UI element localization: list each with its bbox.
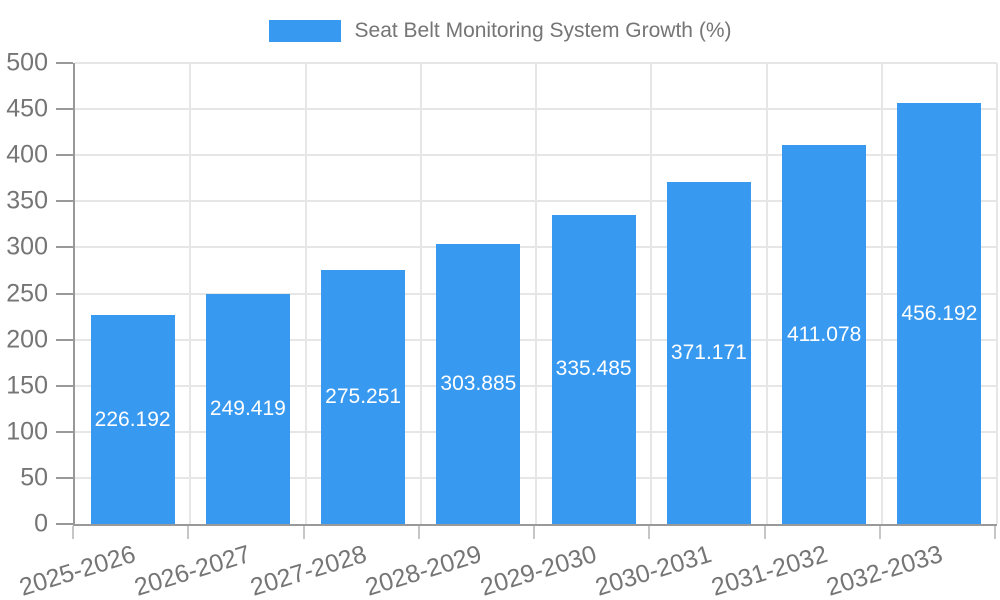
gridline-vertical xyxy=(304,63,307,524)
x-axis-category-label: 2031-2032 xyxy=(707,540,831,600)
bar-value-label: 226.192 xyxy=(94,407,171,431)
bar-2026-2027: 249.419 xyxy=(205,294,290,524)
gridline-vertical xyxy=(765,63,768,524)
y-axis-tick-label: 0 xyxy=(34,509,48,538)
bar-2028-2029: 303.885 xyxy=(436,243,521,524)
gridline-vertical xyxy=(650,63,653,524)
x-axis-category-label: 2029-2030 xyxy=(477,540,600,600)
legend-swatch xyxy=(268,20,341,42)
x-axis-category-label: 2027-2028 xyxy=(246,540,370,600)
x-axis-tick xyxy=(417,526,420,539)
bar-value-label: 456.192 xyxy=(901,301,978,325)
y-axis-tick-label: 450 xyxy=(6,94,48,123)
x-axis-category-label: 2030-2031 xyxy=(592,540,716,600)
y-axis-tick xyxy=(56,292,73,295)
bar-2025-2026: 226.192 xyxy=(90,315,175,524)
chart-legend: Seat Belt Monitoring System Growth (%) xyxy=(0,14,1000,48)
y-axis-tick-label: 300 xyxy=(6,232,48,261)
gridline-vertical xyxy=(535,63,537,524)
gridline-vertical xyxy=(880,63,883,524)
x-axis-tick xyxy=(533,526,535,539)
x-axis-tick xyxy=(763,526,766,539)
y-axis-tick-label: 50 xyxy=(20,463,48,492)
y-axis-tick xyxy=(56,246,73,249)
y-axis-tick xyxy=(56,200,73,203)
y-axis-tick-label: 150 xyxy=(6,371,48,400)
y-axis-tick xyxy=(56,430,73,433)
bar-2032-2033: 456.192 xyxy=(897,103,982,524)
y-axis-tick-label: 350 xyxy=(6,186,48,215)
y-axis-tick xyxy=(56,338,73,341)
y-axis-tick-label: 500 xyxy=(6,48,48,77)
bar-value-label: 371.171 xyxy=(670,340,747,364)
y-axis-tick xyxy=(56,108,73,111)
bar-2027-2028: 275.251 xyxy=(321,270,406,524)
y-axis-tick-label: 250 xyxy=(6,279,48,307)
y-axis-tick-label: 100 xyxy=(6,417,48,446)
x-axis-tick xyxy=(648,526,651,539)
y-axis-tick xyxy=(56,523,73,525)
bar-value-label: 335.485 xyxy=(555,357,632,381)
x-axis-tick xyxy=(187,526,190,539)
x-axis-category-label: 2032-2033 xyxy=(823,540,946,600)
x-axis-tick xyxy=(878,526,881,539)
y-axis-tick xyxy=(56,62,73,64)
plot-area: 226.192 249.419 275.251 303.885 335.485 371.1… xyxy=(56,62,998,526)
y-axis-tick-label: 400 xyxy=(6,140,48,169)
x-axis-labels: 2025-2026 2026-2027 2027-2028 2028-2029 2029… xyxy=(16,526,996,600)
bar-value-label: 303.885 xyxy=(440,371,517,395)
bar-value-label: 411.078 xyxy=(786,322,862,346)
bar-2030-2031: 371.171 xyxy=(666,181,751,524)
gridline-vertical xyxy=(189,63,192,524)
y-axis-tick xyxy=(56,476,73,479)
bar-value-label: 249.419 xyxy=(209,397,286,421)
x-axis-category-label: 2026-2027 xyxy=(131,540,255,600)
y-axis-tick xyxy=(56,384,73,387)
y-axis-labels: 0 50 100 150 200 250 300 350 400 450 500 xyxy=(0,50,48,536)
y-axis-tick-label: 200 xyxy=(6,325,48,354)
legend-label: Seat Belt Monitoring System Growth (%) xyxy=(354,19,732,42)
bar-2029-2030: 335.485 xyxy=(551,214,636,524)
legend-item[interactable]: Seat Belt Monitoring System Growth (%) xyxy=(268,19,732,43)
x-axis-tick xyxy=(302,526,305,539)
x-axis-category-label: 2025-2026 xyxy=(16,540,139,600)
x-axis-category-label: 2028-2029 xyxy=(362,540,485,600)
y-axis-tick xyxy=(56,154,73,157)
x-axis-tick xyxy=(994,526,996,539)
gridline-vertical xyxy=(996,63,998,524)
bar-value-label: 275.251 xyxy=(325,385,402,409)
x-axis-tick xyxy=(72,526,74,539)
gridline-vertical xyxy=(419,63,422,524)
bar-2031-2032: 411.078 xyxy=(782,145,867,524)
